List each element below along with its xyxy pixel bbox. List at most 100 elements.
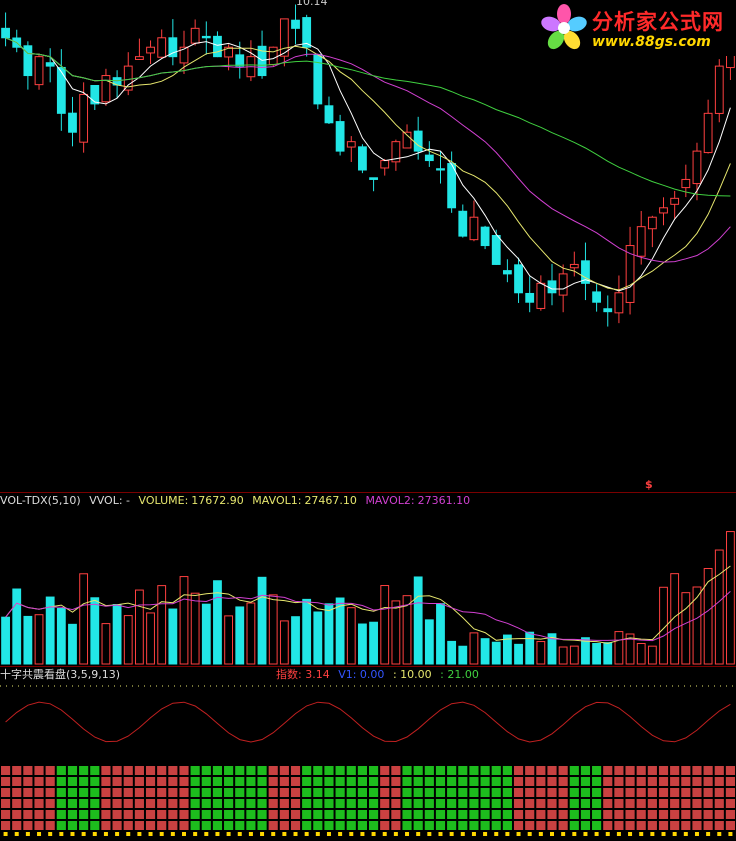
signal-block bbox=[134, 821, 144, 830]
signal-dot bbox=[639, 832, 644, 836]
level2-value: : 10.00 bbox=[392, 668, 432, 681]
signal-block bbox=[714, 766, 724, 775]
logo-url: www.88gs.com bbox=[592, 34, 711, 50]
signal-block bbox=[391, 810, 401, 819]
signal-block bbox=[224, 799, 234, 808]
signal-block bbox=[658, 788, 669, 797]
signal-block bbox=[179, 799, 189, 808]
signal-block bbox=[513, 799, 524, 808]
signal-dot bbox=[25, 832, 30, 836]
signal-block bbox=[201, 777, 211, 786]
signal-block bbox=[179, 777, 189, 786]
volume-bar bbox=[257, 576, 267, 665]
signal-block bbox=[469, 777, 479, 786]
signal-block bbox=[90, 799, 100, 808]
signal-block bbox=[168, 799, 178, 808]
indicator-panel[interactable]: 十字共震看盘(3,5,9,13) 指数: 3.14 V1: 0.00 : 10.… bbox=[0, 666, 736, 841]
crosshair-indicator-chart[interactable] bbox=[0, 666, 736, 841]
candle-body bbox=[647, 216, 657, 230]
candle-body bbox=[56, 66, 66, 114]
volume-bar bbox=[123, 615, 133, 665]
volume-bar bbox=[592, 642, 602, 665]
volume-panel[interactable]: VOL-TDX(5,10) VVOL: - VOLUME: 17672.90 MA… bbox=[0, 492, 736, 666]
signal-block bbox=[681, 788, 691, 797]
candle-body bbox=[558, 273, 568, 296]
signal-block bbox=[647, 766, 657, 775]
mavol1-label: MAVOL1: bbox=[252, 494, 302, 507]
signal-block bbox=[168, 777, 178, 786]
volume-chart[interactable] bbox=[0, 492, 736, 666]
signal-block bbox=[369, 810, 379, 819]
signal-block bbox=[536, 788, 546, 797]
signal-block bbox=[614, 821, 624, 830]
candle-body bbox=[157, 37, 167, 58]
moving-average-line bbox=[5, 37, 731, 197]
signal-block bbox=[168, 810, 178, 819]
signal-dot bbox=[538, 832, 543, 836]
signal-block bbox=[257, 766, 267, 775]
signal-block bbox=[558, 766, 568, 775]
signal-block bbox=[67, 766, 78, 775]
signal-block bbox=[558, 821, 568, 830]
volume-bar bbox=[413, 576, 423, 665]
volume-bar bbox=[447, 640, 457, 665]
signal-dot bbox=[237, 832, 242, 836]
signal-block bbox=[123, 777, 133, 786]
candlestick-chart[interactable] bbox=[0, 0, 736, 492]
signal-block bbox=[268, 766, 278, 775]
candle-body bbox=[23, 45, 33, 77]
mavol2-label: MAVOL2: bbox=[365, 494, 415, 507]
volume-value: 17672.90 bbox=[191, 494, 244, 507]
signal-dot bbox=[260, 832, 265, 836]
signal-block bbox=[302, 821, 312, 830]
signal-block bbox=[190, 777, 200, 786]
signal-block bbox=[614, 766, 624, 775]
signal-block bbox=[324, 810, 334, 819]
signal-block bbox=[469, 766, 479, 775]
candle-body bbox=[614, 292, 624, 314]
candle-body bbox=[291, 19, 300, 29]
flower-logo-icon bbox=[541, 4, 587, 50]
candle-body bbox=[436, 168, 445, 171]
indicator-values: 指数: 3.14 V1: 0.00 : 10.00 : 21.00 bbox=[276, 668, 484, 681]
signal-block bbox=[525, 766, 535, 775]
signal-dot bbox=[550, 832, 554, 836]
signal-dot bbox=[137, 832, 142, 836]
signal-block bbox=[268, 810, 278, 819]
candle-body bbox=[502, 270, 512, 275]
signal-block bbox=[90, 788, 100, 797]
signal-block bbox=[480, 799, 490, 808]
signal-dot bbox=[494, 832, 499, 836]
signal-block bbox=[614, 788, 624, 797]
signal-block bbox=[614, 777, 624, 786]
price-chart-panel[interactable]: 10.14 $ 分析家公式网 www.88gs.com bbox=[0, 0, 736, 492]
signal-block bbox=[157, 810, 167, 819]
signal-block bbox=[346, 777, 356, 786]
signal-block bbox=[34, 777, 44, 786]
volume-label: VOLUME: bbox=[138, 494, 189, 507]
signal-block bbox=[380, 788, 390, 797]
signal-block bbox=[380, 777, 390, 786]
signal-dot bbox=[304, 832, 309, 836]
volume-bar bbox=[346, 607, 356, 665]
signal-block bbox=[23, 766, 33, 775]
volume-bar bbox=[90, 597, 100, 665]
signal-block bbox=[491, 799, 501, 808]
signal-dot bbox=[650, 832, 655, 836]
signal-block bbox=[592, 810, 602, 819]
volume-bar bbox=[502, 634, 512, 665]
signal-block bbox=[1, 777, 11, 786]
volume-bar bbox=[313, 611, 323, 665]
candle-body bbox=[101, 75, 111, 103]
signal-block bbox=[569, 788, 579, 797]
signal-dot bbox=[14, 832, 19, 836]
signal-block bbox=[34, 810, 44, 819]
signal-block bbox=[402, 799, 412, 808]
signal-block bbox=[413, 799, 423, 808]
signal-block bbox=[447, 766, 457, 775]
signal-block bbox=[23, 799, 33, 808]
signal-block bbox=[101, 766, 111, 775]
signal-dot bbox=[405, 832, 410, 836]
signal-block bbox=[658, 799, 669, 808]
signal-block bbox=[592, 788, 602, 797]
